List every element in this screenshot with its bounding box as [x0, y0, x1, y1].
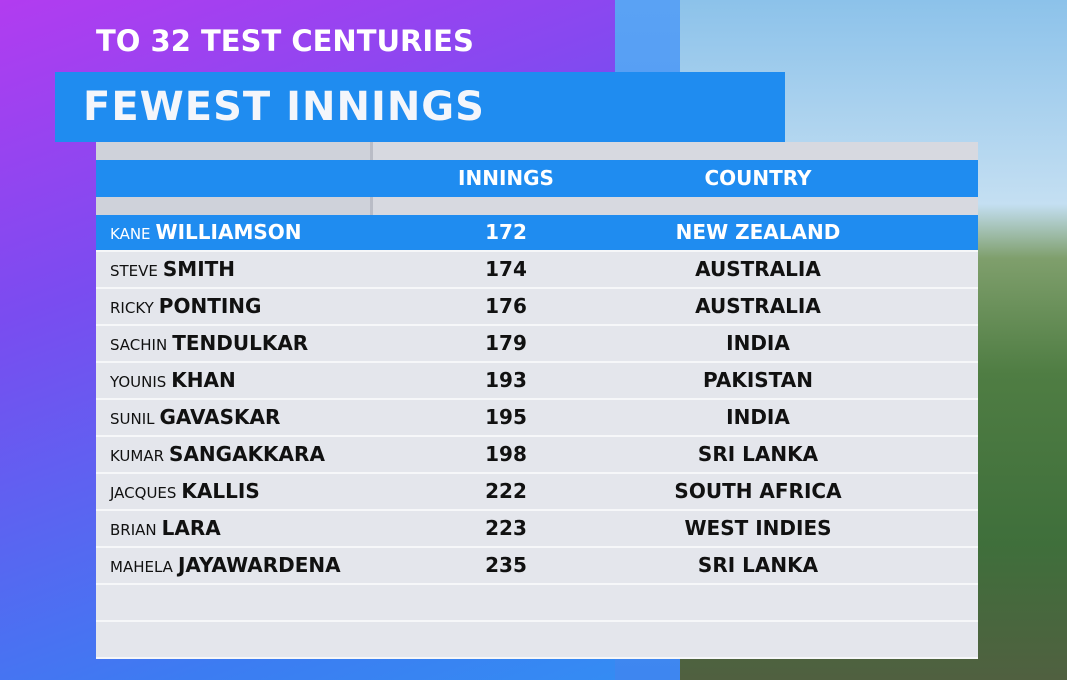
first-name: RICKY — [110, 299, 154, 317]
table-row: SUNIL GAVASKAR 195 INDIA — [96, 400, 978, 437]
last-name: TENDULKAR — [172, 331, 309, 355]
first-name: YOUNIS — [110, 373, 167, 391]
table-row: KANE WILLIAMSON 172 NEW ZEALAND — [96, 215, 978, 252]
table-row: JACQUES KALLIS 222 SOUTH AFRICA — [96, 474, 978, 511]
player-name: STEVE SMITH — [110, 252, 235, 289]
first-name: SACHIN — [110, 336, 168, 354]
player-name: BRIAN LARA — [110, 511, 221, 548]
innings: 172 — [485, 220, 527, 244]
last-name: KALLIS — [181, 479, 260, 503]
country: INDIA — [726, 331, 790, 355]
first-name: KUMAR — [110, 447, 165, 465]
last-name: LARA — [161, 516, 221, 540]
player-name: MAHELA JAYAWARDENA — [110, 548, 341, 585]
first-name: MAHELA — [110, 558, 173, 576]
innings: 235 — [485, 553, 527, 577]
table-row: KUMAR SANGAKKARA 198 SRI LANKA — [96, 437, 978, 474]
table-row: BRIAN LARA 223 WEST INDIES — [96, 511, 978, 548]
table-row: STEVE SMITH 174 AUSTRALIA — [96, 252, 978, 289]
player-name: KUMAR SANGAKKARA — [110, 437, 325, 474]
table-row: MAHELA JAYAWARDENA 235 SRI LANKA — [96, 548, 978, 585]
first-name: JACQUES — [110, 484, 177, 502]
country: NEW ZEALAND — [675, 220, 841, 244]
player-name: YOUNIS KHAN — [110, 363, 236, 400]
innings: 198 — [485, 442, 527, 466]
player-name: RICKY PONTING — [110, 289, 261, 326]
first-name: SUNIL — [110, 410, 155, 428]
innings: 195 — [485, 405, 527, 429]
column-header: COUNTRY — [704, 166, 812, 190]
country: SRI LANKA — [697, 442, 819, 466]
innings: 176 — [485, 294, 527, 318]
last-name: KHAN — [171, 368, 236, 392]
empty-row — [96, 585, 978, 622]
player-name: JACQUES KALLIS — [110, 474, 260, 511]
last-name: SANGAKKARA — [169, 442, 325, 466]
player-name: SUNIL GAVASKAR — [110, 400, 280, 437]
last-name: SMITH — [162, 257, 236, 281]
country: SRI LANKA — [697, 553, 819, 577]
title: FEWEST INNINGS — [83, 84, 485, 130]
innings: 174 — [485, 257, 527, 281]
table-row: SACHIN TENDULKAR 179 INDIA — [96, 326, 978, 363]
empty-row — [96, 622, 978, 659]
last-name: JAYAWARDENA — [177, 553, 341, 577]
title-bar: FEWEST INNINGS — [55, 72, 785, 142]
last-name: WILLIAMSON — [155, 220, 302, 244]
country: PAKISTAN — [703, 368, 813, 392]
innings: 193 — [485, 368, 527, 392]
last-name: PONTING — [158, 294, 262, 318]
table: INNINGS COUNTRY KANE WILLIAMSON 172 NEW ZEA… — [96, 142, 978, 659]
innings: 222 — [485, 479, 527, 503]
first-name: BRIAN — [110, 521, 157, 539]
table-row: RICKY PONTING 176 AUSTRALIA — [96, 289, 978, 326]
first-name: KANE — [110, 225, 151, 243]
subtitle: TO 32 TEST CENTURIES — [96, 24, 474, 58]
country: WEST INDIES — [684, 516, 832, 540]
table-row: YOUNIS KHAN 193 PAKISTAN — [96, 363, 978, 400]
innings: 179 — [485, 331, 527, 355]
last-name: GAVASKAR — [159, 405, 281, 429]
column-header: INNINGS — [458, 166, 554, 190]
country: AUSTRALIA — [695, 294, 821, 318]
country: AUSTRALIA — [695, 257, 821, 281]
country: SOUTH AFRICA — [674, 479, 842, 503]
table-header: INNINGS COUNTRY — [96, 160, 978, 197]
first-name: STEVE — [110, 262, 158, 280]
player-name: KANE WILLIAMSON — [110, 215, 302, 252]
innings: 223 — [485, 516, 527, 540]
player-name: SACHIN TENDULKAR — [110, 326, 308, 363]
country: INDIA — [726, 405, 790, 429]
